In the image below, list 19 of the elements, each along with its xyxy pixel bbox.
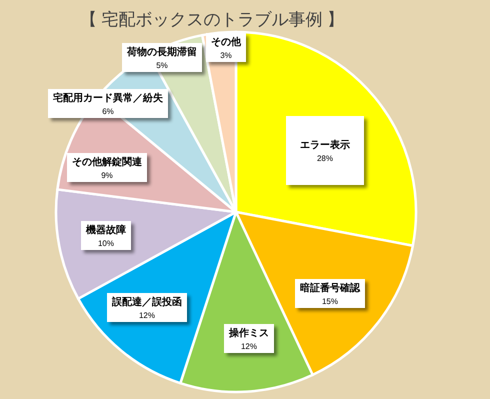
slice-label: 操作ミス (228, 327, 269, 339)
data-label: 28% (316, 154, 334, 163)
data-label: 15% (322, 297, 338, 306)
slice-label: 暗証番号確認 (300, 282, 361, 294)
slice-label: 機器故障 (85, 224, 126, 236)
data-label: 12% (240, 342, 258, 351)
slice-label: 誤配達／誤投函 (111, 296, 182, 308)
data-label: 12% (138, 311, 156, 320)
data-label: 3% (220, 51, 232, 60)
slice-label: その他 (211, 36, 242, 48)
slice-label: その他解錠関連 (72, 156, 143, 168)
data-label: 9% (101, 171, 113, 180)
data-label: 6% (102, 107, 114, 116)
slice-label: 荷物の長期滞留 (126, 46, 197, 58)
chart-title: 【 宅配ボックスのトラブル事例 】 (80, 10, 344, 29)
data-label: 10% (98, 239, 114, 248)
data-label: 5% (156, 61, 168, 70)
slice-label: エラー表示 (300, 139, 350, 151)
slice-label: 宅配用カード異常／紛失 (53, 92, 164, 104)
